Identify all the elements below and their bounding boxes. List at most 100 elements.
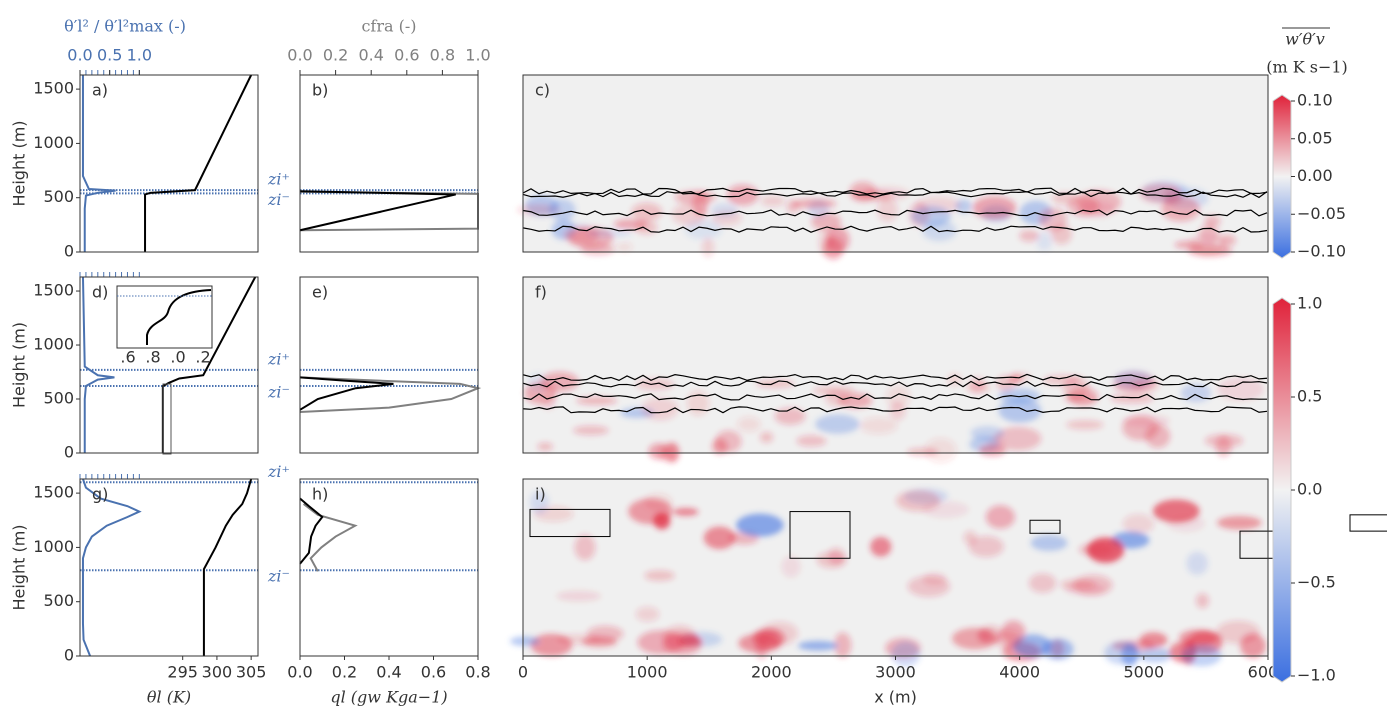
field-blob [673, 507, 699, 516]
field-blob [540, 371, 579, 392]
contour [522, 225, 1268, 233]
x2-tick-label: 0.6 [394, 46, 419, 65]
profile-line [299, 376, 482, 413]
field-blob [580, 243, 615, 256]
field-blob [811, 212, 842, 231]
x2-tick-label: 0.0 [287, 46, 312, 65]
field-blob [641, 397, 679, 421]
field-blob [648, 443, 669, 460]
colorbar-tick-label: 0.10 [1297, 91, 1333, 110]
field-blob [972, 196, 1017, 220]
field-blob [1219, 234, 1236, 247]
y-tick-label: 1500 [33, 483, 74, 502]
y-axis-label: Height (m) [10, 524, 29, 610]
x-tick-label: 1000 [627, 663, 668, 682]
panel-label: b) [312, 81, 328, 100]
contour [522, 373, 1268, 382]
field-blob [537, 442, 553, 451]
panel-label: h) [312, 485, 328, 504]
y-tick-label: 0 [64, 242, 74, 261]
profile-line [81, 276, 115, 453]
y-axis-label: Height (m) [10, 120, 29, 206]
field-blob [886, 384, 911, 409]
axes-frame [522, 74, 1269, 253]
y-tick-label: 1000 [33, 335, 74, 354]
x-tick-label: 305 [236, 663, 267, 682]
field-blob [924, 438, 957, 463]
field-blob [1195, 593, 1209, 609]
field-blob [774, 407, 806, 425]
x-tick-label: 3000 [875, 663, 916, 682]
field-blob [994, 426, 1042, 451]
field-blob [838, 392, 873, 409]
contour [529, 508, 611, 538]
panel-label: c) [535, 81, 550, 100]
field-blob [556, 590, 601, 602]
field-blob [529, 491, 549, 515]
contour [522, 190, 1268, 199]
field-blob [955, 199, 973, 214]
field-blob [1179, 629, 1219, 646]
x-axis-label: θl (K) [147, 688, 191, 707]
panel-label: i) [535, 485, 546, 504]
panel-label: d) [92, 283, 108, 302]
field-blob [1217, 515, 1262, 530]
panel-label: g) [92, 485, 108, 504]
x-axis-label: ql (gw Kga−1) [330, 688, 447, 707]
field-blob [951, 627, 998, 650]
field-blob [701, 237, 715, 257]
colorbar [1272, 297, 1292, 683]
field-blob [736, 513, 784, 537]
inset-line [146, 289, 212, 345]
y-tick-label: 1000 [33, 133, 74, 152]
colorbar-tick-label: 0.05 [1297, 128, 1333, 147]
colorbar [1272, 94, 1292, 259]
x2-tick-label: 0.2 [323, 46, 348, 65]
field-blob [1122, 513, 1154, 535]
field-blob [1122, 415, 1159, 441]
profile-line [81, 75, 116, 252]
panel-label: f) [535, 283, 547, 302]
colorbar-tick-label: −0.5 [1297, 573, 1336, 592]
colorbar-tick-label: 1.0 [1297, 294, 1322, 313]
contour [789, 511, 851, 559]
y-tick-label: 500 [43, 591, 74, 610]
x2-axis-label: cfra (-) [361, 17, 416, 36]
x-tick-label: 0.8 [465, 663, 490, 682]
field-blob [1216, 620, 1260, 644]
y-tick-label: 1500 [33, 79, 74, 98]
contour [522, 393, 1268, 401]
x2-tick-label: 0.5 [97, 46, 122, 65]
field-blob [1138, 647, 1173, 663]
field-blob [1186, 551, 1208, 575]
field-blob [998, 388, 1041, 404]
field-blob [1067, 386, 1099, 407]
field-blob [1204, 433, 1244, 448]
field-blob [781, 555, 801, 578]
colorbar-tick-label: −1.0 [1297, 666, 1336, 685]
field-blob [1076, 189, 1122, 215]
x-tick-label: 0.2 [332, 663, 357, 682]
x-tick-label: 295 [167, 663, 198, 682]
zi-label: zi⁺ [267, 462, 290, 481]
field-blob [963, 530, 977, 545]
field-blob [1009, 373, 1023, 385]
field-blob [1181, 644, 1222, 667]
field-blob [815, 414, 860, 434]
field-blob [1086, 537, 1125, 563]
field-blob [1042, 638, 1074, 660]
contour [522, 209, 1268, 217]
field-blob [1019, 229, 1040, 242]
profile-line [144, 74, 253, 252]
x-tick-label: 2000 [751, 663, 792, 682]
profile-line [202, 478, 253, 656]
x-tick-label: 5000 [1123, 663, 1164, 682]
inset-tick-label: .6 [120, 348, 135, 367]
field-blob [572, 425, 609, 436]
field-blob [978, 444, 1006, 457]
colorbar-title: w′θ′v [1285, 30, 1325, 49]
contour [1029, 519, 1061, 534]
panel-label: a) [92, 81, 108, 100]
x-tick-label: 0 [518, 663, 528, 682]
